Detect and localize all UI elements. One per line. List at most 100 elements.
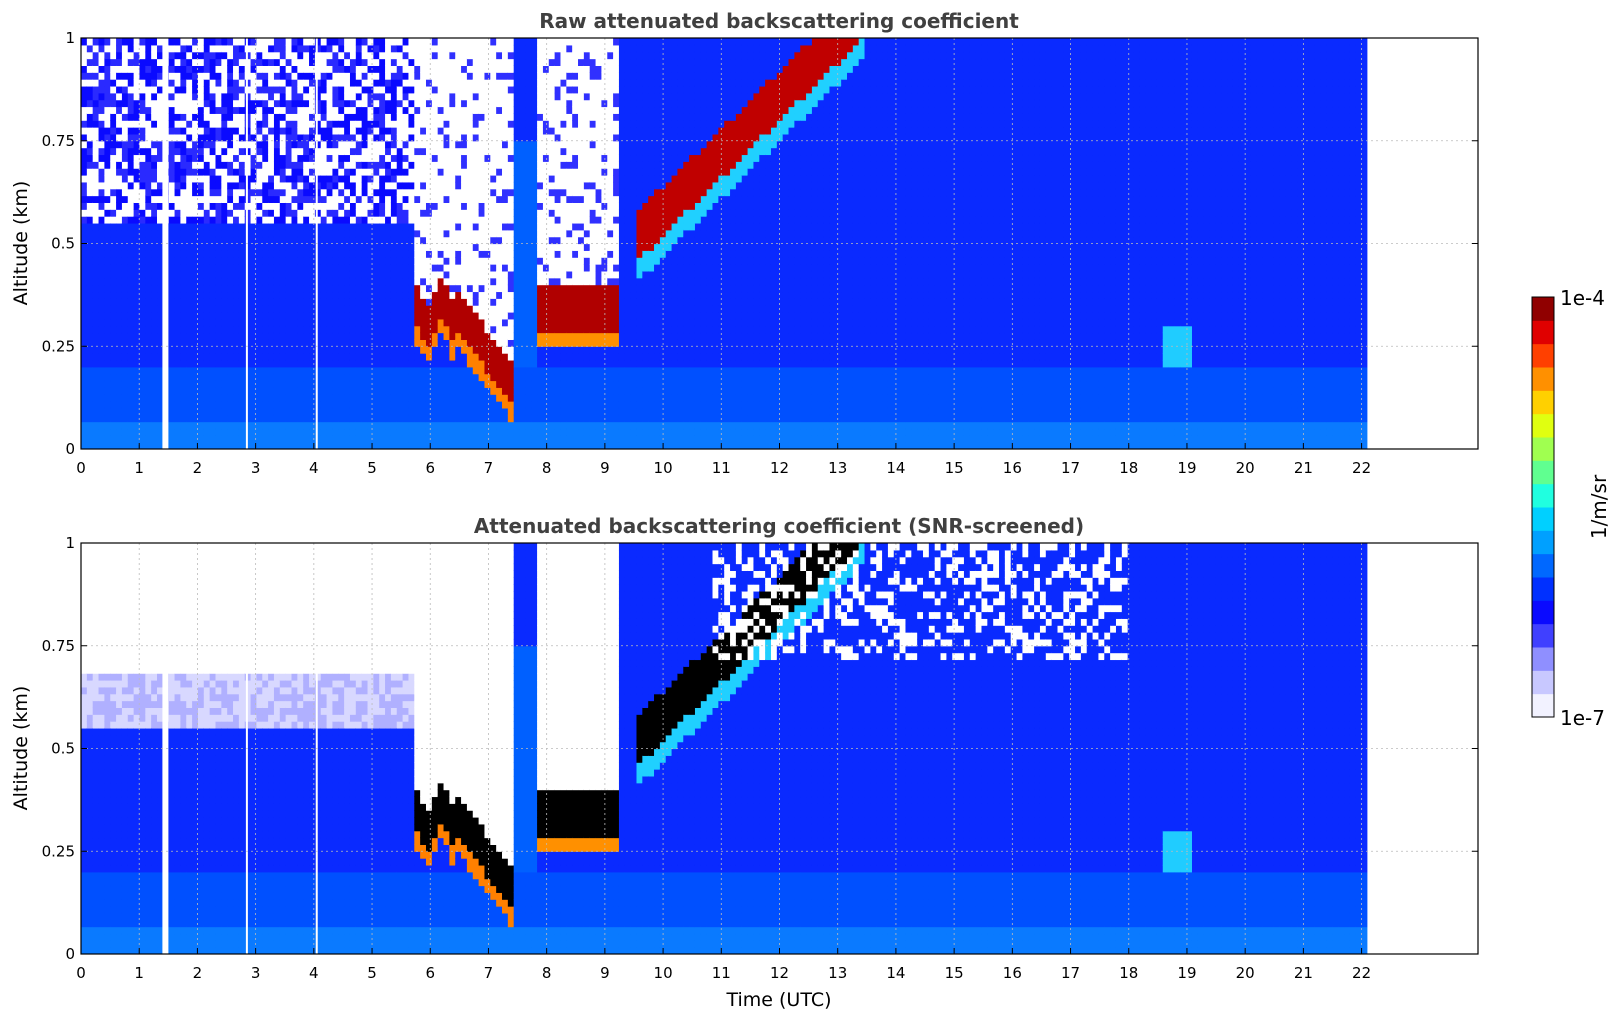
heatmap-cell xyxy=(367,222,374,231)
heatmap-cell xyxy=(502,147,509,156)
heatmap-cell xyxy=(531,113,538,121)
heatmap-cell xyxy=(203,428,211,436)
heatmap-cell xyxy=(431,277,439,286)
heatmap-cell xyxy=(402,65,410,73)
heatmap-cell xyxy=(355,147,363,156)
heatmap-cell xyxy=(233,38,240,46)
heatmap-cell xyxy=(484,99,491,108)
heatmap-cell xyxy=(472,65,480,73)
heatmap-cell xyxy=(548,154,556,162)
heatmap-cell xyxy=(408,414,415,423)
heatmap-cell xyxy=(81,394,88,402)
heatmap-cell xyxy=(513,85,521,94)
heatmap-cell xyxy=(186,133,193,142)
heatmap-cell xyxy=(110,106,117,114)
heatmap-cell xyxy=(244,312,252,320)
heatmap-cell xyxy=(361,202,369,210)
heatmap-cell xyxy=(525,339,532,347)
heatmap-cell xyxy=(233,257,240,265)
heatmap-cell xyxy=(81,380,88,388)
heatmap-cell xyxy=(373,181,380,190)
heatmap-cell xyxy=(496,380,503,388)
heatmap-cell xyxy=(379,401,386,409)
heatmap-cell xyxy=(420,332,427,340)
heatmap-cell xyxy=(560,257,567,265)
heatmap-cell xyxy=(560,38,567,46)
heatmap-cell xyxy=(98,168,105,176)
heatmap-cell xyxy=(268,106,275,114)
heatmap-cell xyxy=(537,147,544,156)
heatmap-cell xyxy=(349,298,357,306)
heatmap-cell xyxy=(542,79,550,87)
heatmap-cell xyxy=(408,44,415,53)
heatmap-cell xyxy=(390,291,398,299)
heatmap-cell xyxy=(262,195,269,203)
heatmap-cell xyxy=(332,195,339,203)
heatmap-cell xyxy=(268,332,275,340)
heatmap-cell xyxy=(227,428,234,436)
heatmap-cell xyxy=(297,127,304,135)
heatmap-cell xyxy=(537,72,544,80)
heatmap-cell xyxy=(431,195,439,203)
heatmap-cell xyxy=(250,284,258,293)
heatmap-cell xyxy=(461,106,468,114)
heatmap-cell xyxy=(338,44,345,53)
heatmap-cell xyxy=(285,140,293,149)
heatmap-cell xyxy=(542,380,550,388)
heatmap-cell xyxy=(507,407,515,416)
heatmap-cell xyxy=(291,298,298,306)
heatmap-cell xyxy=(472,243,480,251)
heatmap-cell xyxy=(466,106,474,114)
heatmap-cell xyxy=(86,58,94,66)
heatmap-cell xyxy=(390,277,398,286)
heatmap-cell xyxy=(168,442,176,449)
heatmap-cell xyxy=(297,133,304,142)
heatmap-cell xyxy=(110,414,117,423)
heatmap-cell xyxy=(455,257,462,265)
heatmap-cell xyxy=(209,147,217,156)
heatmap-cell xyxy=(385,147,392,156)
heatmap-cell xyxy=(502,209,509,217)
heatmap-cell xyxy=(425,366,433,375)
heatmap-cell xyxy=(221,284,228,293)
heatmap-cell xyxy=(238,318,246,327)
heatmap-cell xyxy=(221,44,228,53)
heatmap-cell xyxy=(215,421,222,430)
heatmap-cell xyxy=(466,58,474,66)
heatmap-cell xyxy=(437,140,445,149)
heatmap-cell xyxy=(133,85,141,94)
heatmap-cell xyxy=(297,435,304,443)
heatmap-cell xyxy=(192,85,199,94)
heatmap-cell xyxy=(332,188,339,197)
heatmap-cell xyxy=(215,346,222,354)
heatmap-cell xyxy=(256,99,263,108)
heatmap-cell xyxy=(250,387,258,395)
heatmap-cell xyxy=(309,216,316,224)
heatmap-cell xyxy=(531,44,538,53)
heatmap-cell xyxy=(186,257,193,265)
heatmap-cell xyxy=(98,38,105,46)
heatmap-cell xyxy=(332,270,339,279)
heatmap-cell xyxy=(437,209,445,217)
heatmap-cell xyxy=(203,264,211,272)
heatmap-cell xyxy=(98,236,105,245)
heatmap-cell xyxy=(537,380,544,388)
heatmap-cell xyxy=(110,127,117,135)
heatmap-cell xyxy=(121,168,129,176)
heatmap-cell xyxy=(215,195,222,203)
heatmap-cell xyxy=(197,51,205,60)
heatmap-cell xyxy=(273,113,281,121)
heatmap-cell xyxy=(455,195,462,203)
heatmap-cell xyxy=(127,380,135,388)
heatmap-cell xyxy=(227,257,234,265)
heatmap-cell xyxy=(455,359,462,368)
heatmap-cell xyxy=(519,236,526,245)
heatmap-cell xyxy=(431,51,439,60)
heatmap-cell xyxy=(238,435,246,443)
heatmap-cell xyxy=(349,140,357,149)
heatmap-cell xyxy=(168,414,176,423)
heatmap-cell xyxy=(116,401,123,409)
heatmap-cell xyxy=(157,339,164,347)
heatmap-cell xyxy=(466,305,474,313)
heatmap-cell xyxy=(513,325,521,334)
